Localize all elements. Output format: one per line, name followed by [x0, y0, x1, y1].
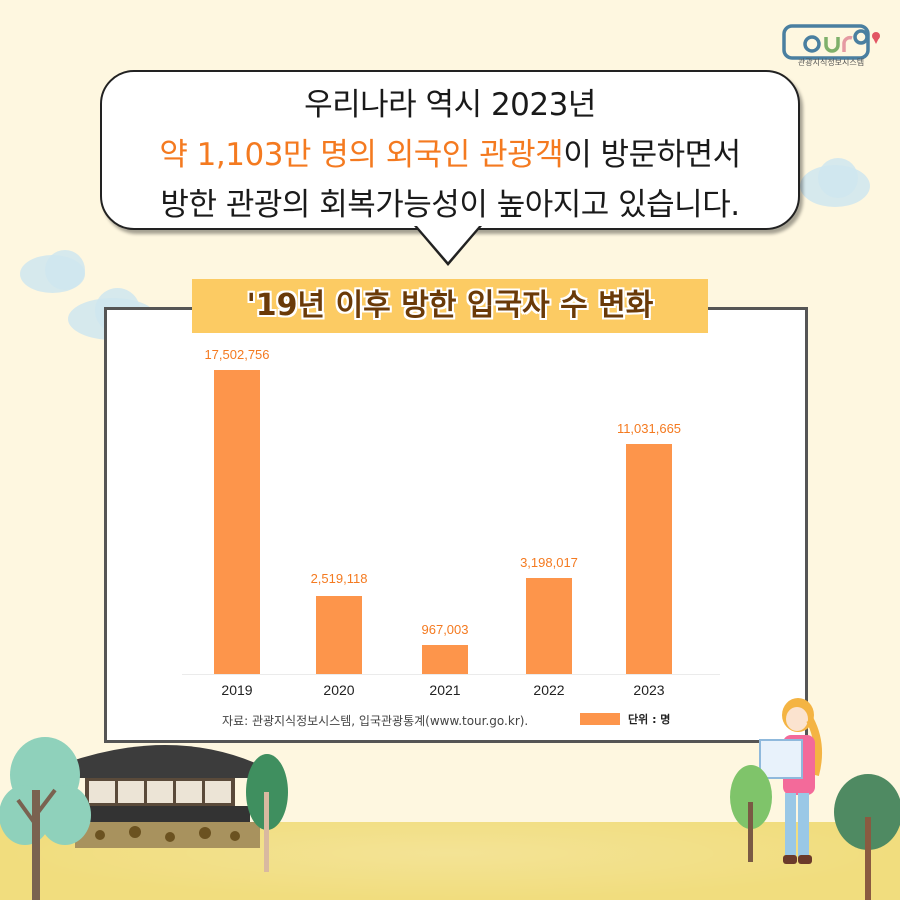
bubble-text: 우리나라 역시 2023년 약 1,103만 명의 외국인 관광객이 방문하면서…	[100, 80, 800, 230]
x-label-2020: 2020	[323, 682, 355, 698]
bar-2023	[626, 444, 672, 674]
bar-label-2020: 2,519,118	[310, 571, 368, 586]
legend-unit: 단위 : 명	[628, 713, 671, 726]
bar-2019	[214, 370, 260, 674]
tourg-logo	[782, 24, 880, 60]
x-label-2021: 2021	[429, 682, 461, 698]
bar-2020	[316, 596, 362, 674]
tree-small-right-illustration	[730, 765, 772, 862]
chart-title: '19년 이후 방한 입국자 수 변화	[192, 279, 708, 333]
bar-label-2019: 17,502,756	[204, 347, 270, 362]
cloud-left-upper-b	[45, 250, 85, 290]
bar-2021	[422, 645, 468, 674]
chart-panel	[104, 307, 808, 743]
bubble-line-2: 약 1,103만 명의 외국인 관광객이 방문하면서	[100, 130, 800, 180]
logo-subtitle: 관광지식정보시스템	[797, 58, 865, 67]
tree-middle-illustration	[246, 754, 288, 872]
x-label-2023: 2023	[633, 682, 665, 698]
traveler-illustration	[759, 698, 823, 864]
cloud-right-b	[818, 158, 858, 198]
bar-label-2022: 3,198,017	[520, 555, 578, 570]
source-note: 자료: 관광지식정보시스템, 입국관광통계(www.tour.go.kr).	[222, 714, 529, 728]
speech-bubble-tail-fill	[417, 226, 479, 262]
tree-big-right-illustration	[834, 774, 900, 900]
bar-label-2023: 11,031,665	[616, 421, 682, 436]
bar-label-2021: 967,003	[421, 622, 469, 637]
bubble-line-3: 방한 관광의 회복가능성이 높아지고 있습니다.	[160, 187, 740, 223]
tree-left-illustration	[0, 737, 91, 900]
bubble-line-1: 우리나라 역시 2023년	[304, 87, 596, 123]
x-axis-line	[182, 674, 720, 675]
hanok-house-illustration	[60, 745, 260, 848]
bubble-line-2-rest: 이 방문하면서	[563, 137, 741, 173]
legend-swatch	[580, 713, 620, 725]
bar-2022	[526, 578, 572, 674]
bubble-highlight: 약 1,103만 명의 외국인 관광객	[159, 137, 564, 173]
x-label-2019: 2019	[221, 682, 253, 698]
x-label-2022: 2022	[533, 682, 565, 698]
